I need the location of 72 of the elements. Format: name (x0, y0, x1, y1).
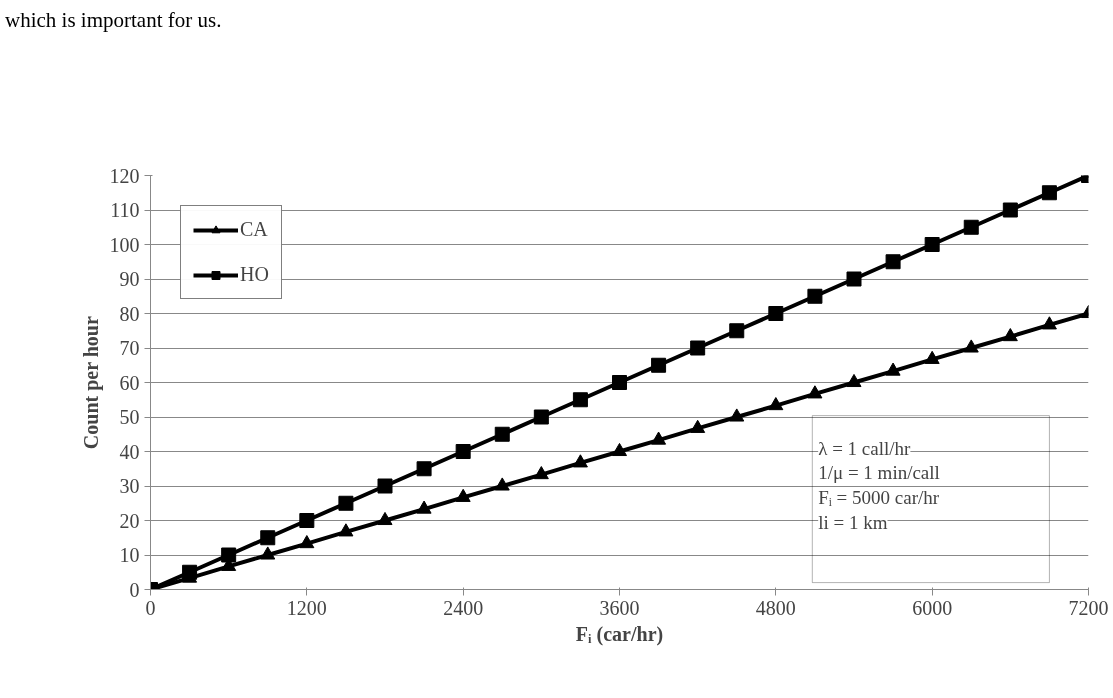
x-tick-label: 3600 (599, 596, 640, 619)
point (924, 237, 940, 252)
point (612, 442, 627, 457)
point (807, 385, 823, 399)
y-tick-label: 50 (119, 406, 140, 428)
point (260, 546, 276, 560)
annotation: 1/μ = 1 min/call (818, 462, 940, 484)
legend-label: CA (240, 218, 268, 241)
point (729, 323, 745, 339)
point (377, 511, 393, 526)
point (260, 530, 276, 546)
point (1002, 202, 1018, 218)
point (651, 357, 667, 373)
point (690, 340, 706, 356)
x-tick-label: 2400 (443, 596, 484, 619)
text: which is important for us. (5, 7, 222, 34)
point (494, 426, 510, 442)
point (768, 397, 784, 411)
point (533, 409, 549, 425)
y-tick-label: 20 (119, 509, 140, 532)
point (416, 500, 432, 514)
point (612, 375, 627, 390)
y-tick-label: 40 (119, 440, 140, 463)
y-axis-title: Count per hour (79, 316, 103, 450)
annotation: li = 1 km (818, 512, 888, 534)
point (924, 350, 940, 364)
y-tick-label: 110 (110, 199, 140, 221)
y-tick-label: 100 (109, 233, 140, 256)
point (963, 339, 979, 353)
point (1002, 328, 1018, 342)
point (963, 219, 979, 235)
point (299, 513, 315, 528)
point (494, 477, 510, 491)
point (455, 444, 471, 459)
point (768, 306, 784, 321)
y-tick-label: 90 (119, 268, 140, 290)
y-tick-label: 120 (109, 164, 140, 187)
point (846, 373, 862, 388)
x-tick-label: 4800 (755, 596, 796, 619)
annotation: λ = 1 call/hr (818, 437, 912, 459)
point (807, 288, 823, 304)
point (416, 461, 432, 477)
point (572, 454, 588, 468)
point (690, 419, 706, 433)
x-tick-label: 7200 (1068, 596, 1109, 619)
y-tick-label: 70 (119, 337, 140, 359)
x-tick-label: 0 (145, 596, 156, 619)
y-tick-label: 30 (119, 475, 140, 497)
x-tick-label: 1200 (286, 596, 327, 619)
point (377, 478, 393, 494)
y-tick-label: 0 (129, 578, 140, 601)
point (572, 392, 588, 408)
point (338, 523, 354, 537)
point (651, 431, 667, 445)
point (455, 488, 471, 502)
point (533, 466, 549, 480)
point (221, 547, 237, 563)
point (1041, 185, 1057, 201)
point (729, 408, 745, 422)
point (885, 362, 901, 376)
point (885, 254, 901, 270)
y-tick-label: 60 (119, 371, 140, 394)
point (1041, 316, 1057, 330)
x-axis-title: Fᵢ (car/hr) (575, 622, 664, 646)
legend-label: HO (240, 263, 269, 286)
point (299, 535, 315, 549)
x-tick-label: 6000 (912, 596, 953, 619)
annotation: Fᵢ = 5000 car/hr (818, 487, 940, 509)
y-tick-label: 10 (119, 544, 140, 566)
point (338, 495, 354, 511)
y-tick-label: 80 (119, 302, 140, 325)
point (846, 271, 862, 287)
